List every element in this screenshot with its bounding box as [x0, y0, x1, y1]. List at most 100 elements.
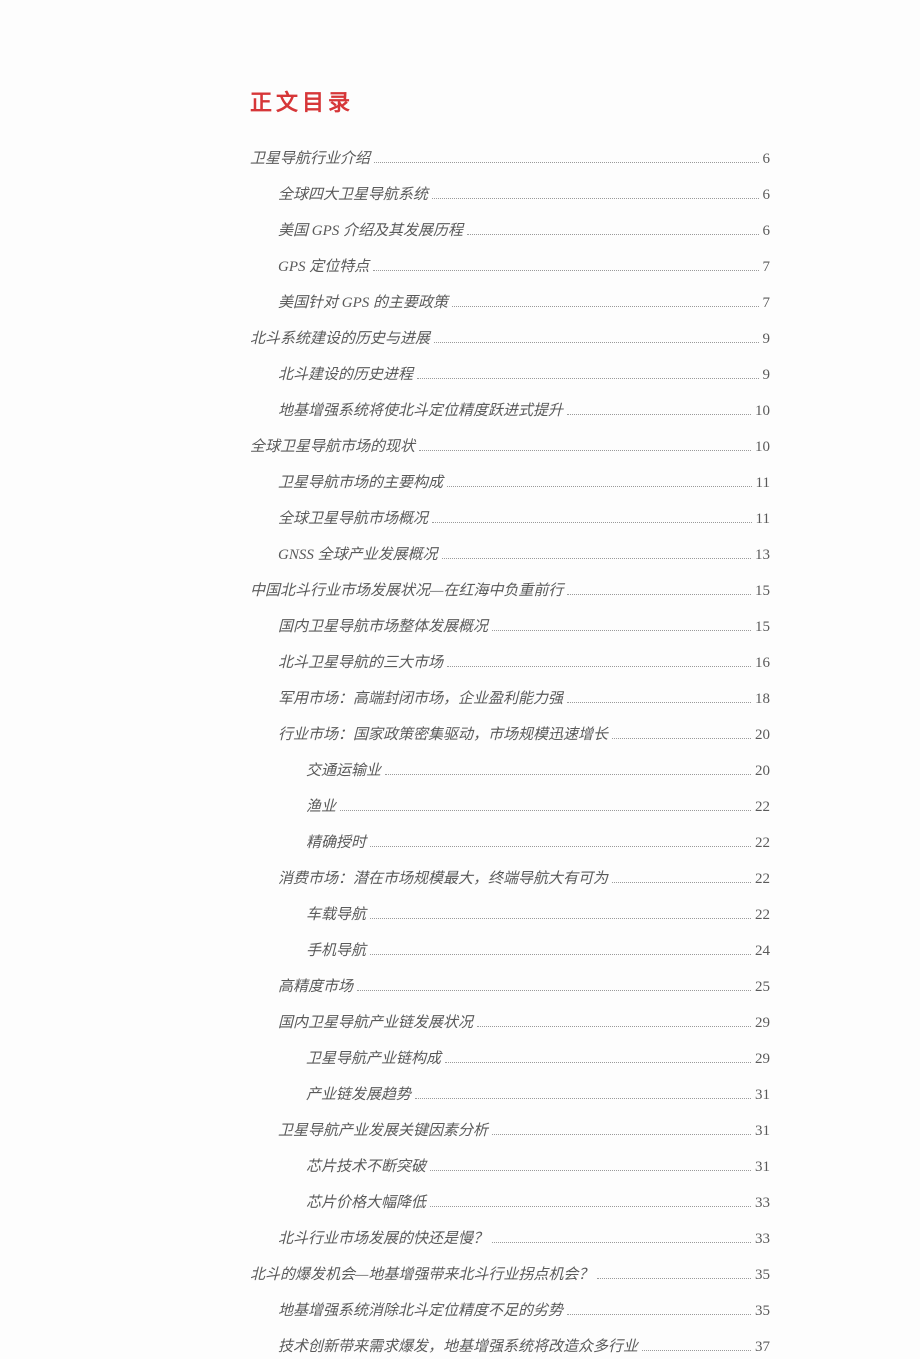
toc-entry-title: GNSS 全球产业发展概况	[278, 543, 438, 567]
toc-entry-title: 全球四大卫星导航系统	[278, 183, 428, 207]
toc-entry: 行业市场：国家政策密集驱动，市场规模迅速增长 20	[250, 723, 770, 747]
toc-entry: 北斗建设的历史进程9	[250, 363, 770, 387]
toc-entry-title: 北斗行业市场发展的快还是慢？	[278, 1227, 488, 1251]
toc-entry-title: 交通运输业	[306, 759, 381, 783]
toc-entry-page: 6	[763, 147, 771, 171]
toc-leader-dots	[419, 450, 751, 451]
toc-entry-page: 15	[755, 579, 770, 603]
toc-entry-title: 芯片价格大幅降低	[306, 1191, 426, 1215]
toc-entry: 全球卫星导航市场的现状 10	[250, 435, 770, 459]
toc-leader-dots	[442, 558, 751, 559]
toc-entry: 美国 GPS 介绍及其发展历程6	[250, 219, 770, 243]
toc-entry-title: 全球卫星导航市场概况	[278, 507, 428, 531]
toc-leader-dots	[432, 522, 752, 523]
toc-leader-dots	[492, 1134, 751, 1135]
toc-entry: 军用市场：高端封闭市场，企业盈利能力强18	[250, 687, 770, 711]
toc-leader-dots	[370, 918, 751, 919]
toc-entry-page: 10	[755, 435, 770, 459]
toc-entry-title: 全球卫星导航市场的现状	[250, 435, 415, 459]
toc-entry: 美国针对 GPS 的主要政策 7	[250, 291, 770, 315]
toc-leader-dots	[452, 306, 759, 307]
toc-entry-title: 军用市场：高端封闭市场，企业盈利能力强	[278, 687, 563, 711]
toc-entry-page: 35	[755, 1299, 770, 1323]
toc-entry: 地基增强系统将使北斗定位精度跃进式提升 10	[250, 399, 770, 423]
toc-entry-title: 北斗卫星导航的三大市场	[278, 651, 443, 675]
toc-entry-page: 10	[755, 399, 770, 423]
toc-entry: 国内卫星导航产业链发展状况29	[250, 1011, 770, 1035]
toc-entry-page: 25	[755, 975, 770, 999]
toc-leader-dots	[415, 1098, 751, 1099]
toc-entry-title: 地基增强系统将使北斗定位精度跃进式提升	[278, 399, 563, 423]
toc-entry-page: 22	[755, 831, 770, 855]
toc-entry: 卫星导航产业链构成29	[250, 1047, 770, 1071]
toc-entry-page: 11	[756, 507, 770, 531]
toc-entry-title: 卫星导航市场的主要构成	[278, 471, 443, 495]
toc-leader-dots	[642, 1350, 751, 1351]
toc-entry-page: 20	[755, 723, 770, 747]
toc-entry-title: 渔业	[306, 795, 336, 819]
toc-entry-title: 高精度市场	[278, 975, 353, 999]
toc-entry-title: 国内卫星导航产业链发展状况	[278, 1011, 473, 1035]
toc-entry-page: 22	[755, 867, 770, 891]
toc-entry: GPS 定位特点7	[250, 255, 770, 279]
toc-leader-dots	[417, 378, 758, 379]
toc-leader-dots	[430, 1206, 751, 1207]
toc-entry-page: 9	[763, 363, 771, 387]
toc-entry: 消费市场：潜在市场规模最大，终端导航大有可为22	[250, 867, 770, 891]
toc-entry-title: GPS 定位特点	[278, 255, 369, 279]
toc-entry-title: 芯片技术不断突破	[306, 1155, 426, 1179]
toc-entry-page: 31	[755, 1155, 770, 1179]
toc-entry-page: 7	[763, 291, 771, 315]
toc-leader-dots	[567, 414, 751, 415]
toc-entry: 芯片技术不断突破 31	[250, 1155, 770, 1179]
toc-entry-page: 15	[755, 615, 770, 639]
toc-entry-title: 手机导航	[306, 939, 366, 963]
toc-leader-dots	[370, 954, 751, 955]
toc-leader-dots	[447, 486, 752, 487]
toc-entry-title: 产业链发展趋势	[306, 1083, 411, 1107]
toc-entry: 北斗系统建设的历史与进展 9	[250, 327, 770, 351]
toc-entry-page: 22	[755, 795, 770, 819]
toc-entry: 产业链发展趋势31	[250, 1083, 770, 1107]
toc-entry-title: 北斗的爆发机会—地基增强带来北斗行业拐点机会？	[250, 1263, 593, 1287]
toc-entry: 手机导航24	[250, 939, 770, 963]
toc-entry: 渔业 22	[250, 795, 770, 819]
toc-entry: 卫星导航行业介绍 6	[250, 147, 770, 171]
toc-entry-page: 6	[763, 183, 771, 207]
toc-entry-page: 37	[755, 1335, 770, 1359]
toc-leader-dots	[612, 882, 751, 883]
table-of-contents: 卫星导航行业介绍6全球四大卫星导航系统6美国 GPS 介绍及其发展历程6GPS …	[250, 147, 770, 1359]
toc-entry: 北斗行业市场发展的快还是慢？ 33	[250, 1227, 770, 1251]
toc-leader-dots	[597, 1278, 751, 1279]
toc-entry: 卫星导航市场的主要构成 11	[250, 471, 770, 495]
toc-leader-dots	[340, 810, 751, 811]
toc-leader-dots	[447, 666, 751, 667]
toc-leader-dots	[567, 594, 751, 595]
toc-entry-title: 北斗系统建设的历史与进展	[250, 327, 430, 351]
toc-leader-dots	[434, 342, 758, 343]
toc-entry-title: 美国针对 GPS 的主要政策	[278, 291, 448, 315]
toc-entry-page: 9	[763, 327, 771, 351]
toc-entry-title: 卫星导航行业介绍	[250, 147, 370, 171]
toc-entry-page: 6	[763, 219, 771, 243]
toc-entry: 国内卫星导航市场整体发展概况15	[250, 615, 770, 639]
toc-entry-page: 33	[755, 1227, 770, 1251]
toc-leader-dots	[492, 1242, 751, 1243]
toc-entry: 中国北斗行业市场发展状况—在红海中负重前行15	[250, 579, 770, 603]
toc-entry-page: 20	[755, 759, 770, 783]
toc-entry-page: 35	[755, 1263, 770, 1287]
toc-entry: 技术创新带来需求爆发，地基增强系统将改造众多行业37	[250, 1335, 770, 1359]
toc-entry: 车载导航22	[250, 903, 770, 927]
toc-entry: 芯片价格大幅降低33	[250, 1191, 770, 1215]
toc-leader-dots	[385, 774, 751, 775]
toc-leader-dots	[374, 162, 758, 163]
toc-entry-page: 16	[755, 651, 770, 675]
toc-entry-title: 行业市场：国家政策密集驱动，市场规模迅速增长	[278, 723, 608, 747]
toc-leader-dots	[445, 1062, 751, 1063]
toc-entry: 全球卫星导航市场概况 11	[250, 507, 770, 531]
toc-leader-dots	[370, 846, 751, 847]
toc-entry-page: 11	[756, 471, 770, 495]
toc-heading: 正文目录	[250, 85, 830, 117]
toc-leader-dots	[477, 1026, 751, 1027]
toc-entry-title: 精确授时	[306, 831, 366, 855]
